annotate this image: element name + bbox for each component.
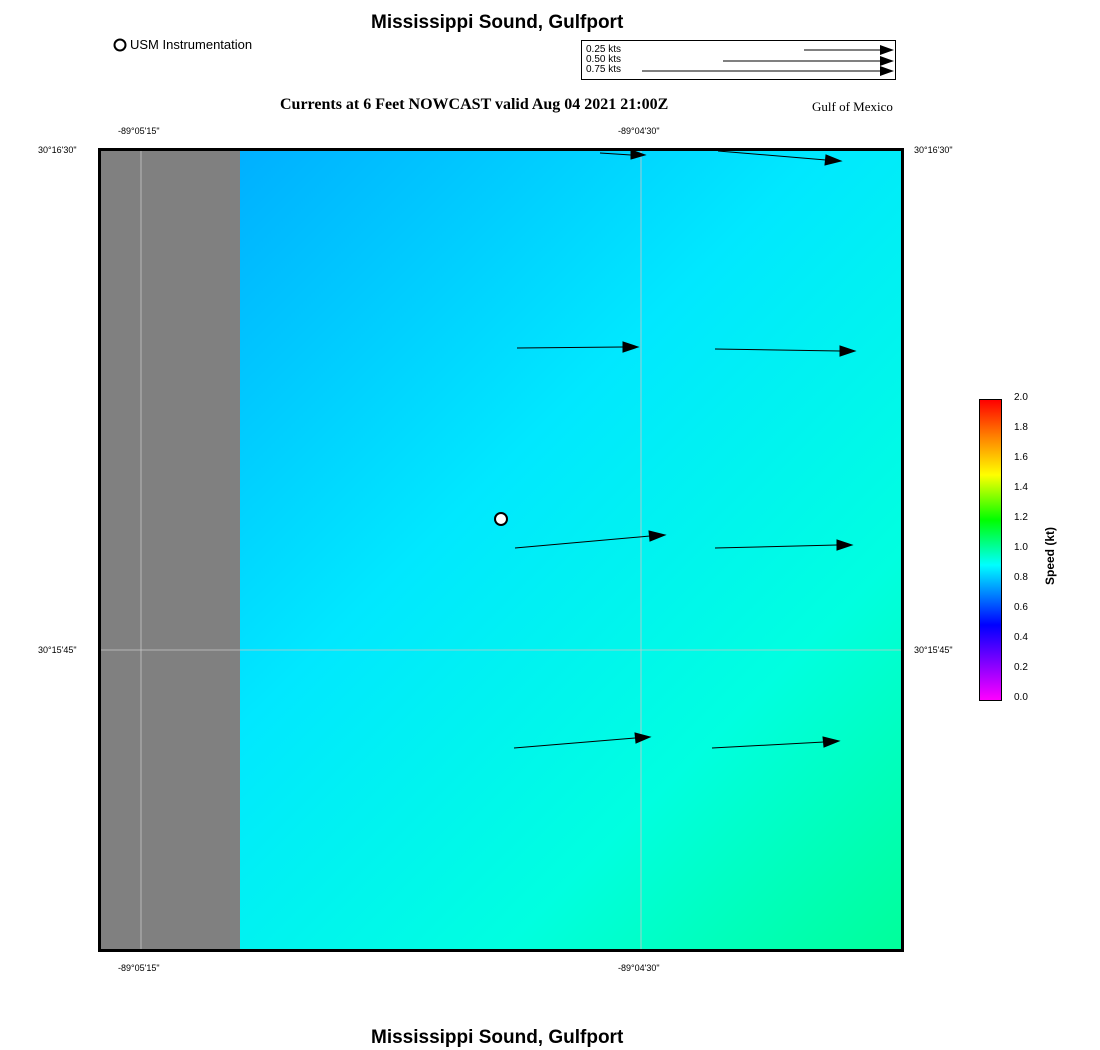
speed-colorbar <box>979 399 1002 701</box>
colorbar-tick: 1.0 <box>1014 542 1028 553</box>
scale-arrow-1 <box>804 45 894 55</box>
current-vector <box>514 530 667 549</box>
current-vector <box>711 736 841 749</box>
map-title: Mississippi Sound, Gulfport <box>371 12 624 33</box>
colorbar-tick: 1.2 <box>1014 512 1028 523</box>
current-vector <box>714 345 857 357</box>
scale-label-3: 0.75 kts <box>586 64 622 75</box>
scale-label-2: 0.50 kts <box>586 54 622 65</box>
lon-tick-bottom-1: -89°05'15" <box>118 963 160 973</box>
scale-arrow-3 <box>642 66 894 76</box>
current-vector <box>516 341 640 353</box>
scale-arrows <box>642 45 894 76</box>
vector-scale-legend: 0.25 kts 0.50 kts 0.75 kts <box>581 40 896 80</box>
lon-tick-top-2: -89°04'30" <box>618 126 660 136</box>
current-vector <box>599 149 647 160</box>
lat-tick-left-1: 30°16'30" <box>38 145 77 155</box>
current-vectors <box>513 149 857 749</box>
current-vector <box>714 539 854 551</box>
lon-tick-top-1: -89°05'15" <box>118 126 160 136</box>
scale-arrow-2 <box>723 56 894 66</box>
lat-tick-right-1: 30°16'30" <box>914 145 953 155</box>
station-marker <box>494 512 508 526</box>
colorbar-tick: 0.8 <box>1014 572 1028 583</box>
lat-tick-left-2: 30°15'45" <box>38 645 77 655</box>
station-legend: USM Instrumentation <box>113 37 283 55</box>
current-vector <box>513 732 652 749</box>
station-marker-icon <box>113 38 127 52</box>
colorbar-tick: 2.0 <box>1014 392 1028 403</box>
colorbar-tick: 0.2 <box>1014 662 1028 673</box>
scale-label-1: 0.25 kts <box>586 44 622 55</box>
map-frame[interactable] <box>98 148 904 952</box>
footer-title: Mississippi Sound, Gulfport <box>371 1027 624 1048</box>
lon-tick-bottom-2: -89°04'30" <box>618 963 660 973</box>
map-subtitle: Currents at 6 Feet NOWCAST valid Aug 04 … <box>280 96 669 113</box>
colorbar-tick: 0.4 <box>1014 632 1028 643</box>
land-area <box>100 150 240 950</box>
colorbar-tick: 1.6 <box>1014 452 1028 463</box>
colorbar-tick: 0.0 <box>1014 692 1028 703</box>
colorbar-tick: 1.8 <box>1014 422 1028 433</box>
colorbar-tick: 0.6 <box>1014 602 1028 613</box>
region-label: Gulf of Mexico <box>812 99 893 114</box>
station-legend-label: USM Instrumentation <box>130 37 253 52</box>
colorbar-tick: 1.4 <box>1014 482 1028 493</box>
lat-tick-right-2: 30°15'45" <box>914 645 953 655</box>
colorbar-ticks: 2.0 1.8 1.6 1.4 1.2 1.0 0.8 0.6 0.4 0.2 … <box>1004 392 1044 708</box>
current-vector <box>717 150 843 166</box>
colorbar-label: Speed (kt) <box>1043 526 1057 585</box>
